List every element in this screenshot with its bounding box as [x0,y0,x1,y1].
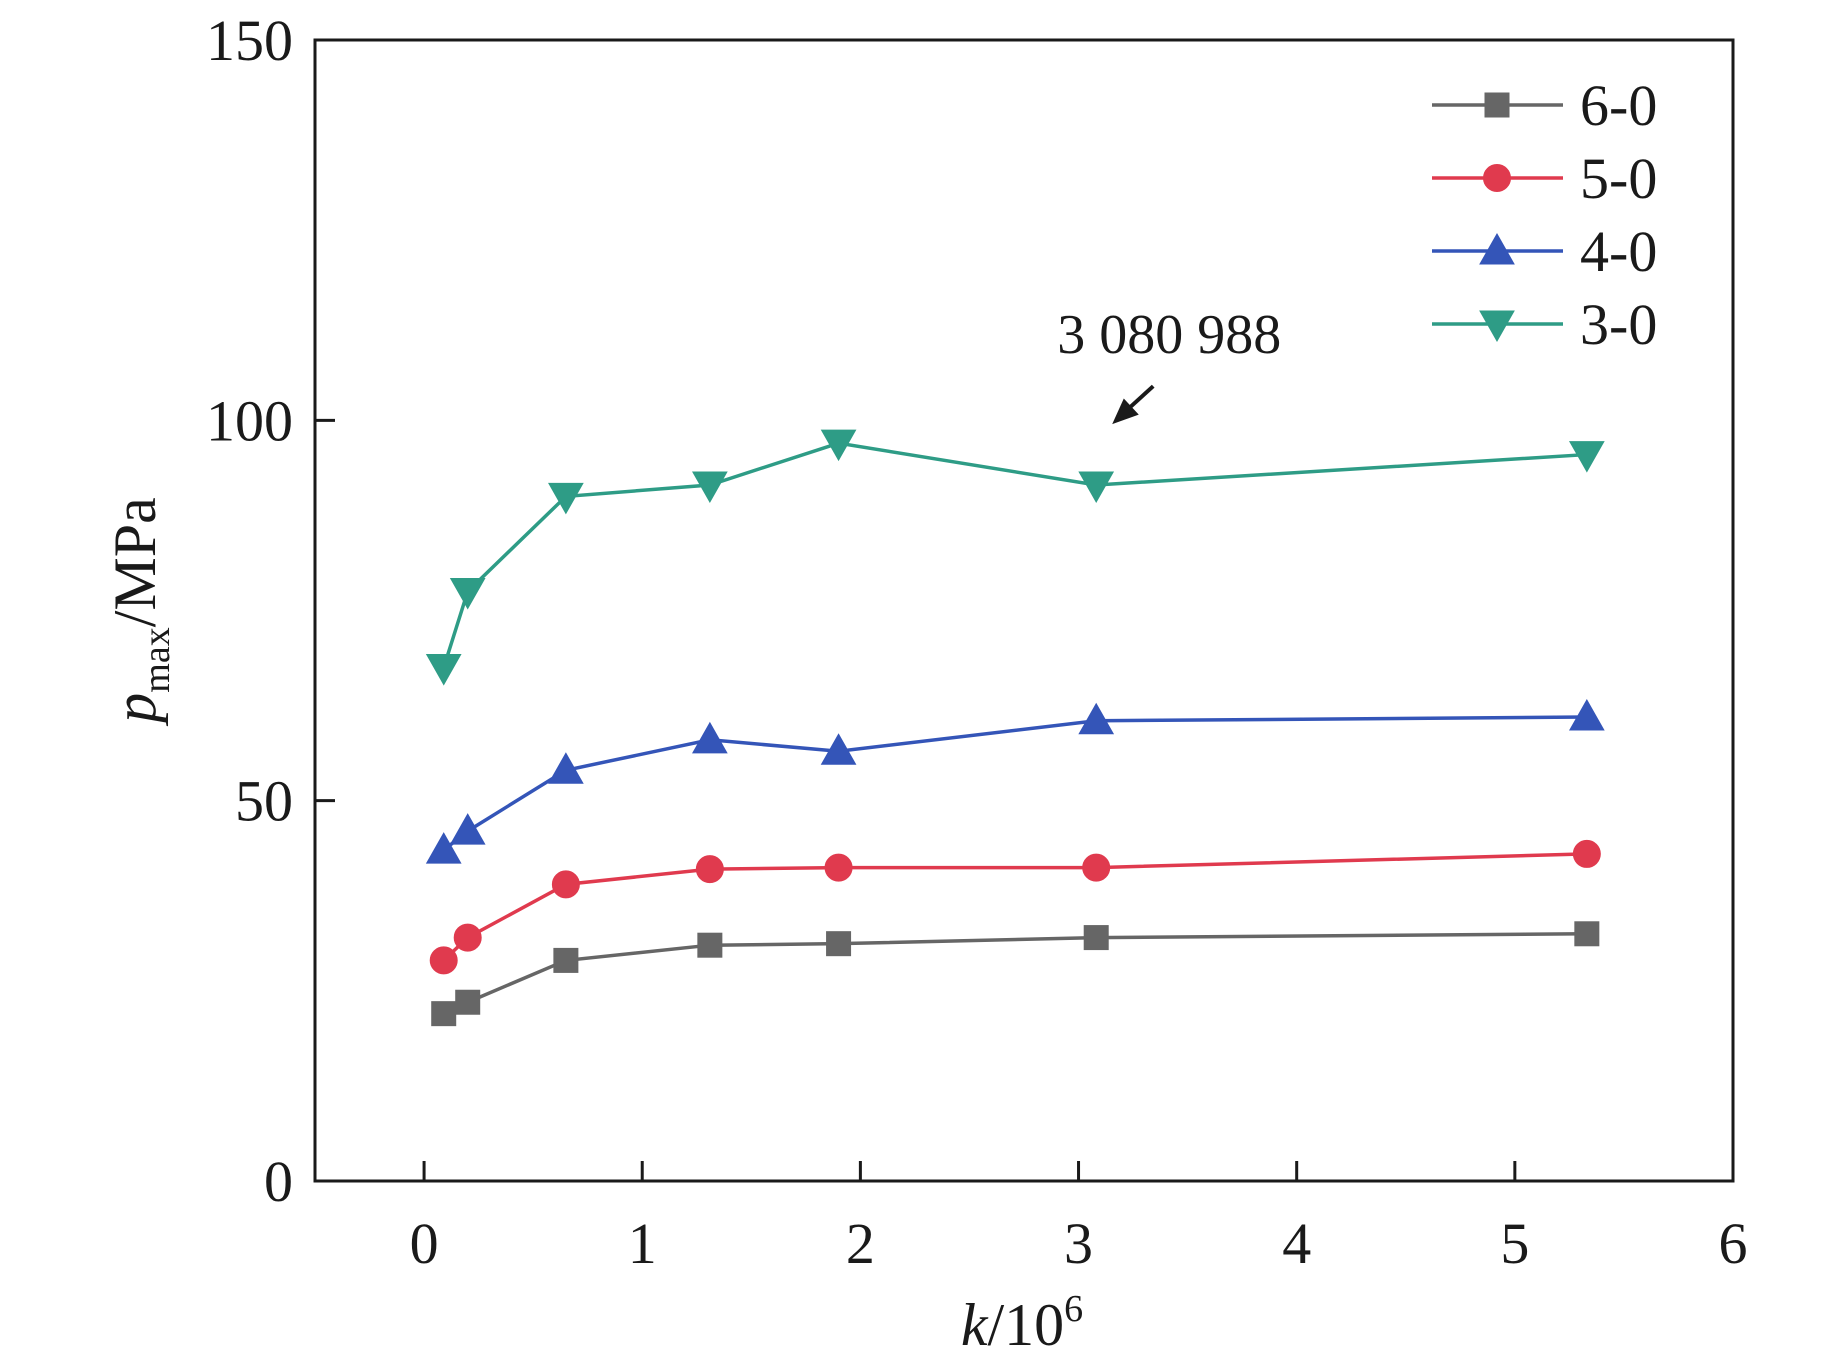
data-point [1078,471,1115,504]
legend-label: 3-0 [1580,292,1657,357]
series-6-0 [431,921,1600,1027]
series-line [442,441,1587,669]
data-point [820,429,857,462]
legend-item: 5-0 [1432,146,1657,211]
data-point [425,654,462,686]
data-point [695,855,724,884]
series-line [442,852,1587,962]
legend-marker [1479,310,1515,343]
data-point [1082,853,1111,882]
annotation: 3 080 988 [1057,304,1281,425]
x-axis-title: k/106 [961,1288,1083,1358]
x-axis-title-exp: 6 [1064,1288,1083,1330]
data-point [1574,921,1600,947]
series-4-0 [425,698,1605,864]
x-tick-label: 5 [1500,1211,1529,1276]
data-point [548,482,584,515]
data-point [1568,441,1605,473]
data-point [449,577,486,610]
y-axis-title: pmax/MPa [102,497,178,726]
data-point [553,947,579,973]
legend-marker [1484,92,1510,118]
y-tick-label: 150 [206,8,293,73]
data-point [826,931,852,957]
legend-marker [1479,232,1515,265]
data-point [692,471,728,504]
series-5-0 [429,839,1601,975]
series-layer [425,429,1605,1027]
legend-label: 5-0 [1580,146,1657,211]
data-point [697,932,723,958]
x-tick-label: 4 [1282,1211,1311,1276]
x-tick-label: 3 [1064,1211,1093,1276]
series-line [442,715,1587,852]
legend-label: 6-0 [1580,73,1657,138]
legend-item: 4-0 [1432,219,1657,284]
data-point [429,946,458,975]
data-point [1568,698,1605,731]
y-axis-title-var: p [102,693,168,727]
x-tick-label: 1 [628,1211,657,1276]
legend-marker [1483,164,1511,192]
y-tick-label: 50 [235,769,293,834]
data-point [1083,925,1109,951]
data-point [692,721,728,754]
x-axis-title-base: /10 [987,1292,1064,1358]
data-point [455,989,481,1015]
data-point [1572,839,1601,868]
plot-frame [313,38,1735,1183]
data-point [431,1001,457,1027]
legend-item: 3-0 [1432,292,1657,357]
y-tick-label: 100 [206,388,293,453]
data-point [453,923,482,952]
x-tick-label: 6 [1719,1211,1748,1276]
annotation-label: 3 080 988 [1057,304,1281,366]
annotation-arrowhead [1112,398,1139,425]
data-point [820,733,857,765]
y-axis-title-unit: /MPa [102,497,168,627]
data-point [824,853,853,882]
series-3-0 [425,429,1605,686]
data-point [548,752,584,784]
legend: 6-0 5-0 4-0 3-0 [1432,73,1657,357]
legend-item: 6-0 [1432,73,1657,138]
x-tick-label: 0 [410,1211,439,1276]
series-line [442,932,1587,1016]
axis-ticks: 0 1 2 3 4 5 6 0 50 100 150 [206,8,1748,1276]
y-axis-title-sub: max [136,627,178,692]
y-tick-label: 0 [264,1149,293,1214]
data-point [425,832,462,864]
data-point [551,870,580,899]
data-point [449,813,486,845]
data-point [1078,702,1115,735]
x-axis-title-var: k [961,1292,989,1358]
legend-label: 4-0 [1580,219,1657,284]
x-tick-label: 2 [846,1211,875,1276]
